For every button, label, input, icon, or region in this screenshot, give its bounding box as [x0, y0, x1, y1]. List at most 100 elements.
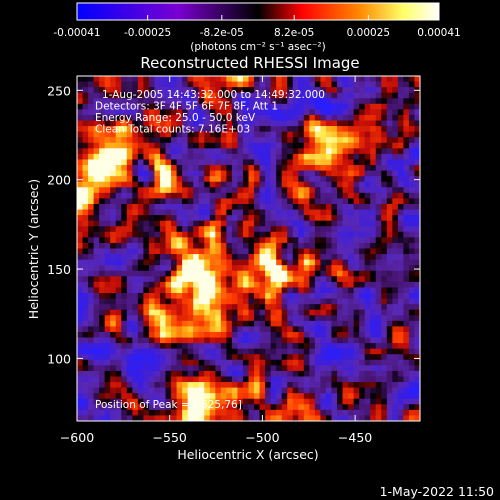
heatmap-cell: [298, 409, 305, 417]
heatmap-cell: [176, 120, 183, 127]
heatmap-cell: [88, 337, 95, 344]
heatmap-cell: [137, 370, 144, 378]
heatmap-cell: [88, 293, 95, 300]
heatmap-cell: [325, 387, 333, 394]
heatmap-cell: [187, 415, 194, 421]
heatmap-cell: [276, 337, 283, 344]
heatmap-cell: [121, 315, 128, 322]
heatmap-cell: [353, 354, 360, 361]
heatmap-cell: [270, 320, 277, 327]
heatmap-cell: [287, 109, 294, 116]
heatmap-cell: [110, 81, 117, 88]
heatmap-cell: [381, 404, 388, 411]
heatmap-cell: [337, 203, 344, 211]
heatmap-cell: [353, 98, 360, 105]
heatmap-cell: [198, 142, 205, 149]
heatmap-cell: [342, 265, 349, 272]
heatmap-cell: [287, 103, 294, 110]
heatmap-cell: [143, 170, 150, 177]
heatmap-cell: [392, 265, 399, 272]
heatmap-cell: [242, 331, 250, 339]
heatmap-cell: [259, 165, 266, 172]
heatmap-cell: [171, 326, 178, 333]
heatmap-cell: [165, 103, 172, 110]
heatmap-cell: [287, 315, 294, 322]
heatmap-cell: [159, 237, 167, 244]
heatmap-cell: [171, 98, 178, 105]
heatmap-cell: [364, 198, 371, 205]
heatmap-cell: [93, 382, 100, 389]
heatmap-cell: [204, 404, 211, 411]
heatmap-cell: [276, 176, 283, 183]
heatmap-cell: [187, 120, 194, 127]
heatmap-cell: [292, 98, 299, 105]
heatmap-cell: [342, 176, 349, 183]
heatmap-cell: [209, 81, 216, 88]
heatmap-cell: [187, 226, 194, 233]
heatmap-cell: [370, 198, 377, 205]
heatmap-cell: [242, 370, 250, 378]
heatmap-cell: [137, 181, 144, 188]
heatmap-cell: [88, 159, 95, 166]
heatmap-cell: [337, 215, 344, 222]
heatmap-cell: [331, 92, 338, 99]
heatmap-cell: [88, 265, 95, 272]
heatmap-cell: [115, 220, 122, 227]
heatmap-cell: [115, 370, 122, 378]
heatmap-cell: [137, 382, 144, 389]
heatmap-cell: [93, 348, 100, 355]
heatmap-cell: [359, 137, 366, 144]
heatmap-cell: [370, 98, 377, 105]
heatmap-cell: [176, 404, 183, 411]
heatmap-cell: [254, 270, 261, 277]
heatmap-cell: [110, 159, 117, 166]
heatmap-cell: [281, 248, 288, 255]
heatmap-cell: [237, 126, 244, 133]
heatmap-cell: [325, 337, 333, 344]
heatmap-cell: [176, 98, 183, 105]
heatmap-cell: [82, 254, 89, 261]
heatmap-cell: [204, 153, 211, 161]
heatmap-cell: [386, 226, 393, 233]
heatmap-cell: [287, 248, 294, 255]
heatmap-cell: [265, 92, 272, 99]
heatmap-cell: [237, 87, 244, 94]
heatmap-cell: [171, 192, 178, 200]
heatmap-cell: [82, 309, 89, 316]
heatmap-cell: [320, 259, 327, 266]
heatmap-cell: [231, 137, 239, 144]
heatmap-cell: [115, 215, 122, 222]
heatmap-cell: [148, 320, 156, 327]
heatmap-cell: [281, 254, 288, 261]
heatmap-cell: [337, 331, 344, 339]
heatmap-cell: [287, 198, 294, 205]
heatmap-cell: [403, 170, 410, 177]
heatmap-cell: [99, 237, 106, 244]
heatmap-cell: [342, 337, 349, 344]
heatmap-cell: [414, 76, 420, 83]
heatmap-cell: [281, 181, 288, 188]
heatmap-cell: [165, 165, 172, 172]
heatmap-cell: [298, 215, 305, 222]
heatmap-cell: [292, 203, 299, 211]
heatmap-cell: [408, 198, 416, 205]
heatmap-cell: [242, 203, 250, 211]
heatmap-cell: [237, 109, 244, 116]
heatmap-cell: [126, 393, 133, 400]
heatmap-cell: [397, 170, 404, 177]
heatmap-cell: [182, 337, 189, 344]
heatmap-cell: [209, 309, 216, 316]
heatmap-cell: [276, 270, 283, 277]
heatmap-cell: [276, 131, 283, 138]
heatmap-cell: [193, 270, 200, 277]
heatmap-cell: [226, 242, 233, 250]
heatmap-cell: [298, 304, 305, 311]
heatmap-cell: [392, 148, 399, 155]
heatmap-cell: [303, 131, 310, 138]
heatmap-cell: [93, 198, 100, 205]
heatmap-cell: [209, 209, 216, 216]
heatmap-cell: [132, 370, 139, 378]
heatmap-cell: [93, 237, 100, 244]
heatmap-cell: [126, 370, 133, 378]
heatmap-cell: [276, 409, 283, 417]
